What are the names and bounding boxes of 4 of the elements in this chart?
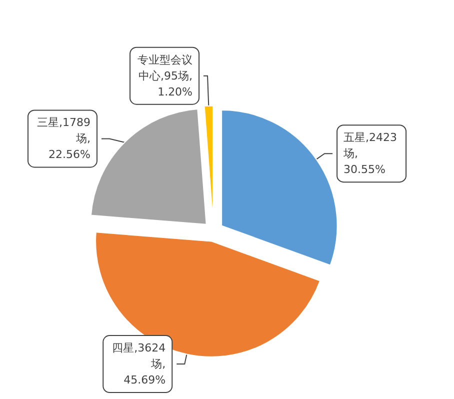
slice-label: 五星,2423场,30.55% bbox=[342, 131, 398, 176]
slice-label: 四星,3624场,45.69% bbox=[112, 342, 166, 387]
slice-label: 三星,1789场,22.56% bbox=[36, 116, 90, 162]
slice-label: 专业型会议中心,95场,1.20% bbox=[138, 53, 193, 98]
